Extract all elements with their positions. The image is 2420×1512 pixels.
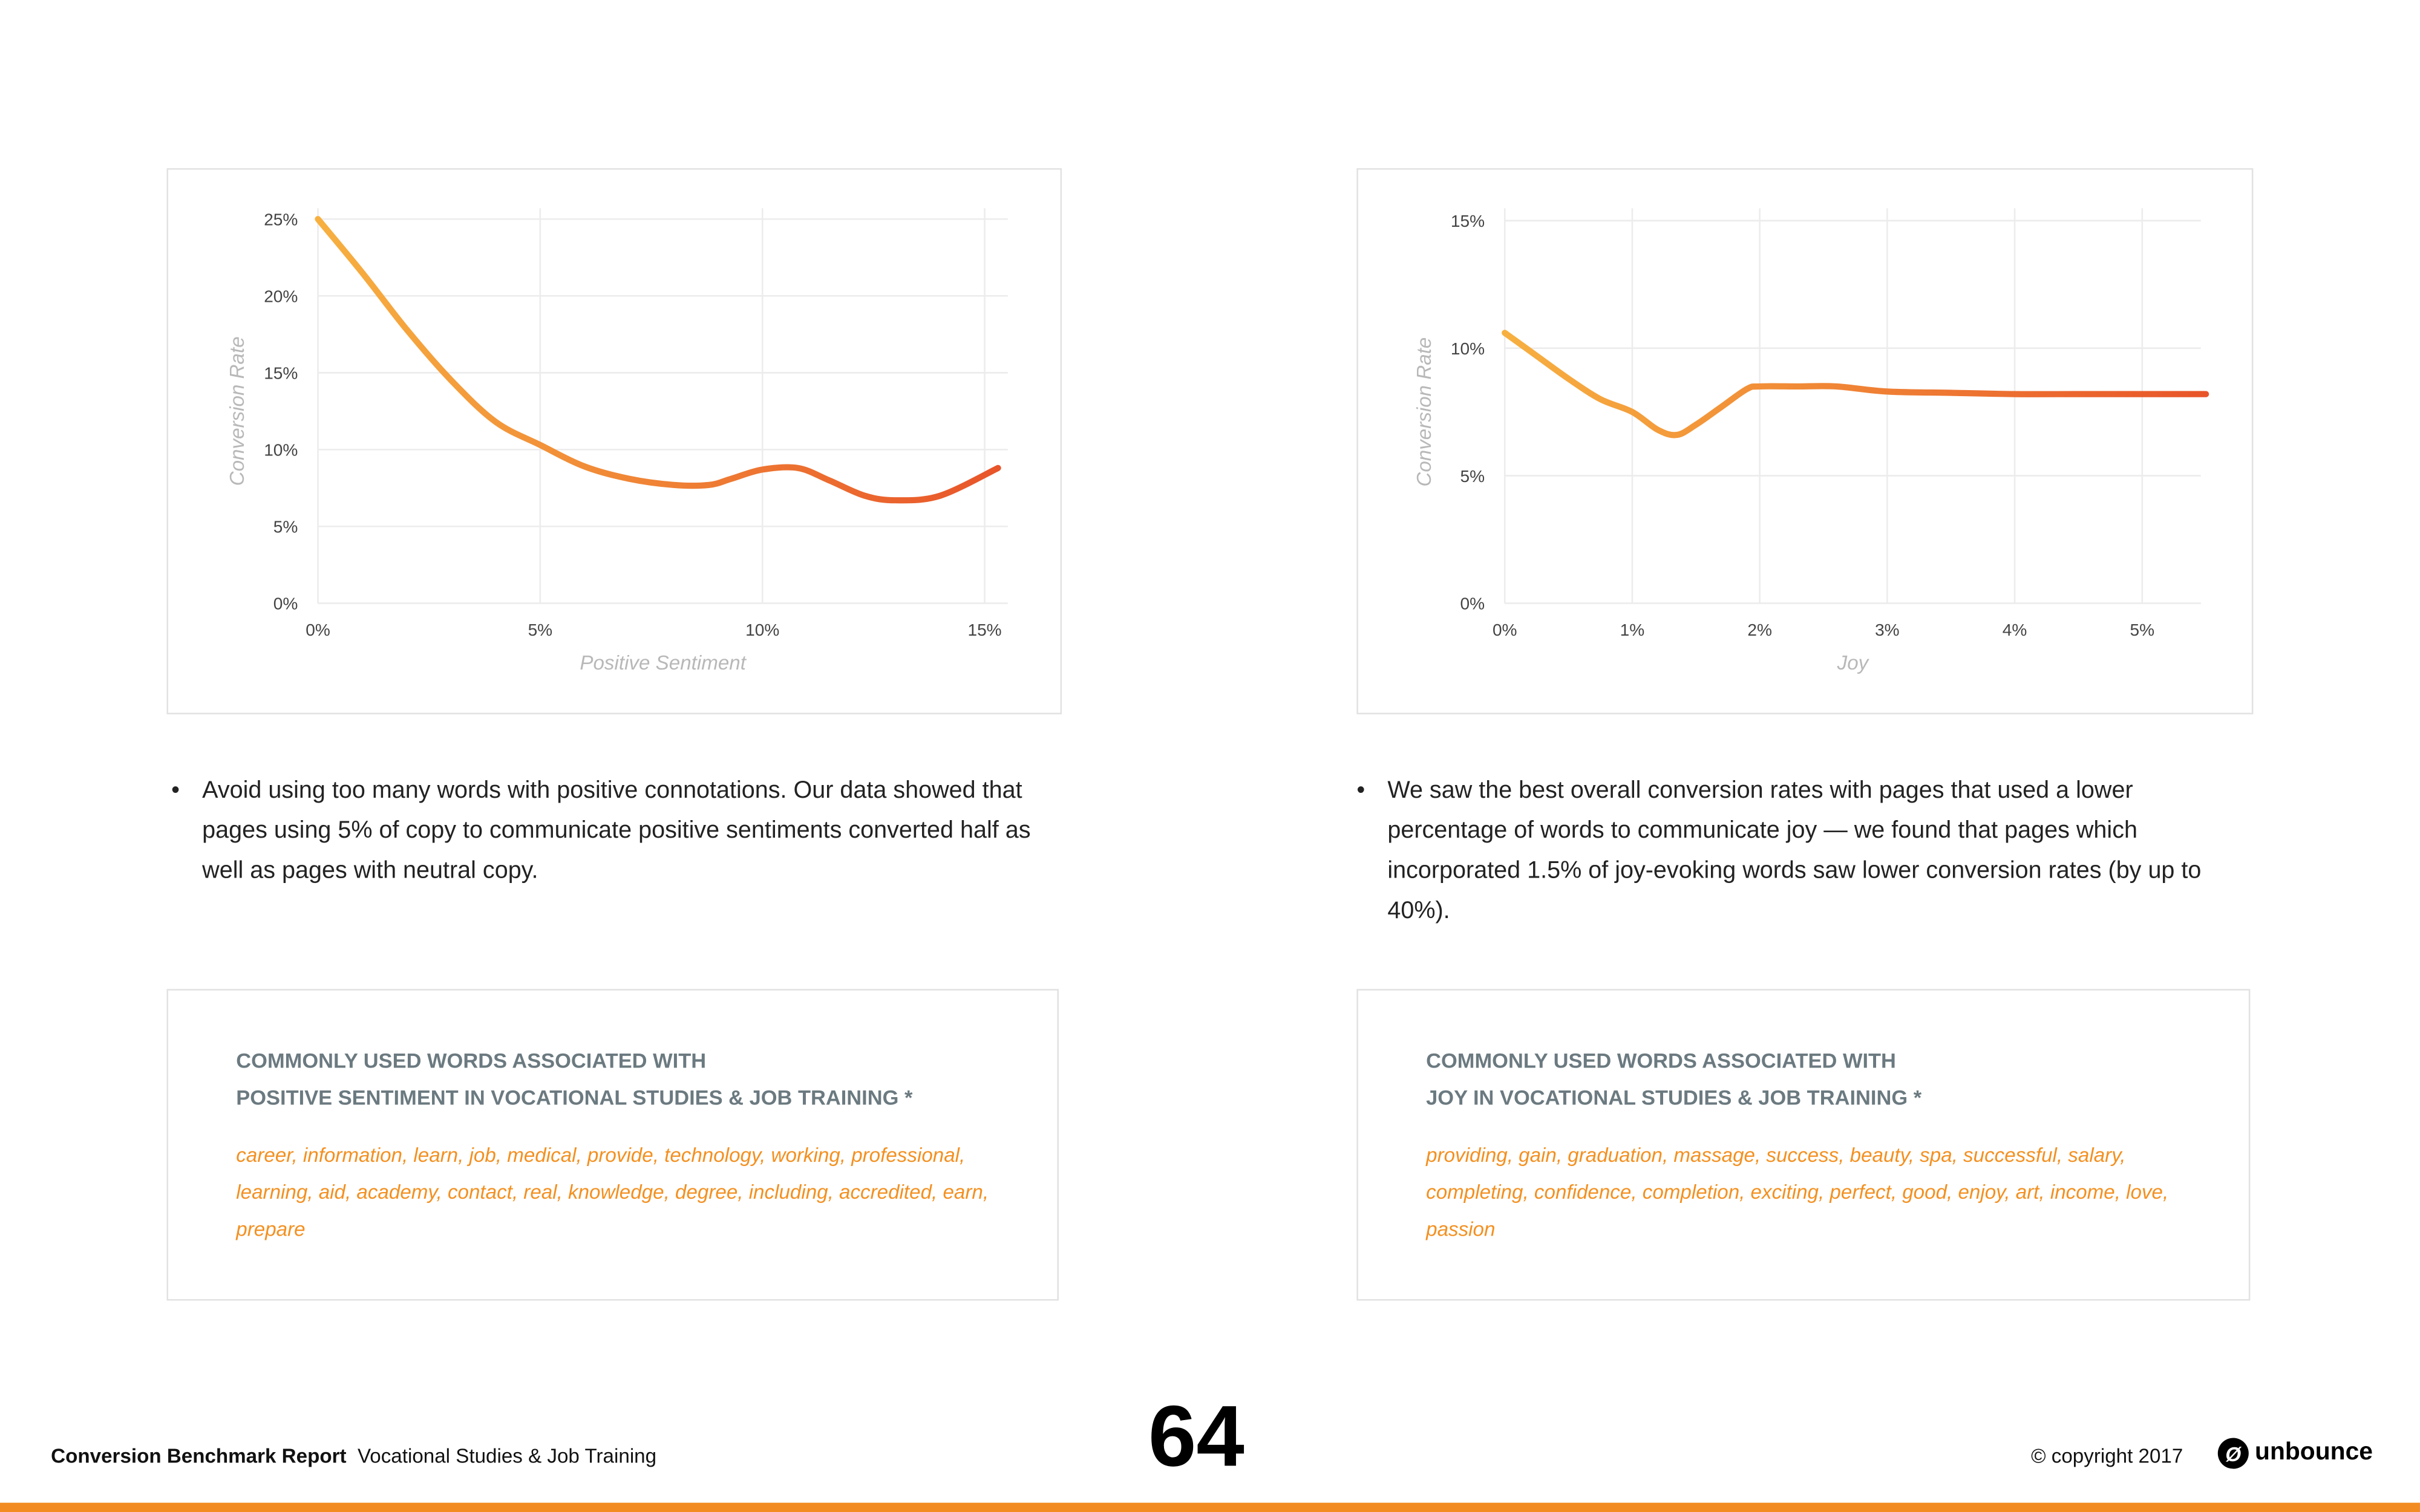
y-tick-label: 20%: [264, 287, 298, 305]
positive-sentiment-note: • Avoid using too many words with positi…: [171, 772, 1067, 892]
x-axis-label: Positive Sentiment: [580, 652, 747, 674]
x-tick-label: 1%: [1620, 621, 1645, 639]
words-heading-line1: COMMONLY USED WORDS ASSOCIATED WITH: [1426, 1049, 1896, 1072]
note-text: We saw the best overall conversion rates…: [1387, 777, 2202, 925]
joy-chart: 0% 5% 10% 15% 0% 1% 2% 3% 4% 5% Joy Conversion Rate: [1356, 168, 2254, 715]
footer-title: Conversion Benchmark Report Vocational S…: [51, 1444, 656, 1467]
y-tick-label: 10%: [264, 441, 298, 460]
y-tick-label: 5%: [1460, 467, 1485, 486]
words-heading-line2: JOY IN VOCATIONAL STUDIES & JOB TRAINING…: [1426, 1086, 1922, 1110]
positive-sentiment-chart: 0% 5% 10% 15% 20% 25% 0% 5% 10% 15% Positive Senti…: [166, 168, 1062, 715]
y-axis-label: Conversion Rate: [1413, 337, 1436, 487]
y-tick-label: 10%: [1451, 339, 1485, 358]
report-title: Conversion Benchmark Report: [51, 1444, 347, 1468]
unbounce-logo: Ø unbounce: [2217, 1438, 2373, 1469]
positive-words-box: COMMONLY USED WORDS ASSOCIATED WITH POSI…: [166, 989, 1059, 1301]
bullet-marker: •: [171, 777, 180, 804]
x-tick-label: 15%: [967, 621, 1001, 639]
x-tick-label: 0%: [1493, 621, 1517, 639]
x-tick-label: 10%: [745, 621, 779, 639]
y-tick-label: 0%: [273, 595, 298, 613]
words-heading-line2: POSITIVE SENTIMENT IN VOCATIONAL STUDIES…: [236, 1086, 913, 1110]
joy-note: • We saw the best overall conversion rat…: [1356, 772, 2228, 932]
x-tick-label: 4%: [2003, 621, 2027, 639]
logo-text: unbounce: [2255, 1439, 2373, 1466]
logo-mark-icon: Ø: [2217, 1438, 2249, 1469]
y-tick-label: 15%: [264, 364, 298, 383]
chart-svg: 0% 5% 10% 15% 0% 1% 2% 3% 4% 5% Joy Conversion Rate: [1413, 208, 2209, 674]
chart-svg: 0% 5% 10% 15% 20% 25% 0% 5% 10% 15% Positive Senti…: [226, 208, 1008, 674]
words-list: career, information, learn, job, medical…: [236, 1143, 989, 1241]
x-tick-label: 3%: [1875, 621, 1900, 639]
page-number: 64: [1148, 1387, 1244, 1485]
bullet-marker: •: [1356, 777, 1365, 804]
section-title: Vocational Studies & Job Training: [357, 1444, 657, 1468]
words-heading-line1: COMMONLY USED WORDS ASSOCIATED WITH: [236, 1049, 707, 1072]
joy-words-box: COMMONLY USED WORDS ASSOCIATED WITH JOY …: [1356, 989, 2251, 1301]
copyright: © copyright 2017: [2031, 1444, 2183, 1468]
x-tick-label: 5%: [2130, 621, 2155, 639]
x-axis-label: Joy: [1837, 652, 1870, 674]
x-tick-label: 2%: [1747, 621, 1772, 639]
y-tick-label: 15%: [1451, 212, 1485, 230]
accent-bar: [0, 1502, 2420, 1512]
note-text: Avoid using too many words with positive…: [202, 777, 1031, 884]
y-tick-label: 5%: [273, 518, 298, 536]
words-list: providing, gain, graduation, massage, su…: [1426, 1143, 2169, 1241]
y-tick-label: 25%: [264, 210, 298, 229]
y-tick-label: 0%: [1460, 595, 1485, 613]
x-tick-label: 0%: [306, 621, 330, 639]
conversion-rate-line: [315, 216, 1001, 504]
y-axis-label: Conversion Rate: [226, 336, 249, 486]
x-tick-label: 5%: [528, 621, 553, 639]
conversion-rate-line: [1502, 330, 2209, 438]
